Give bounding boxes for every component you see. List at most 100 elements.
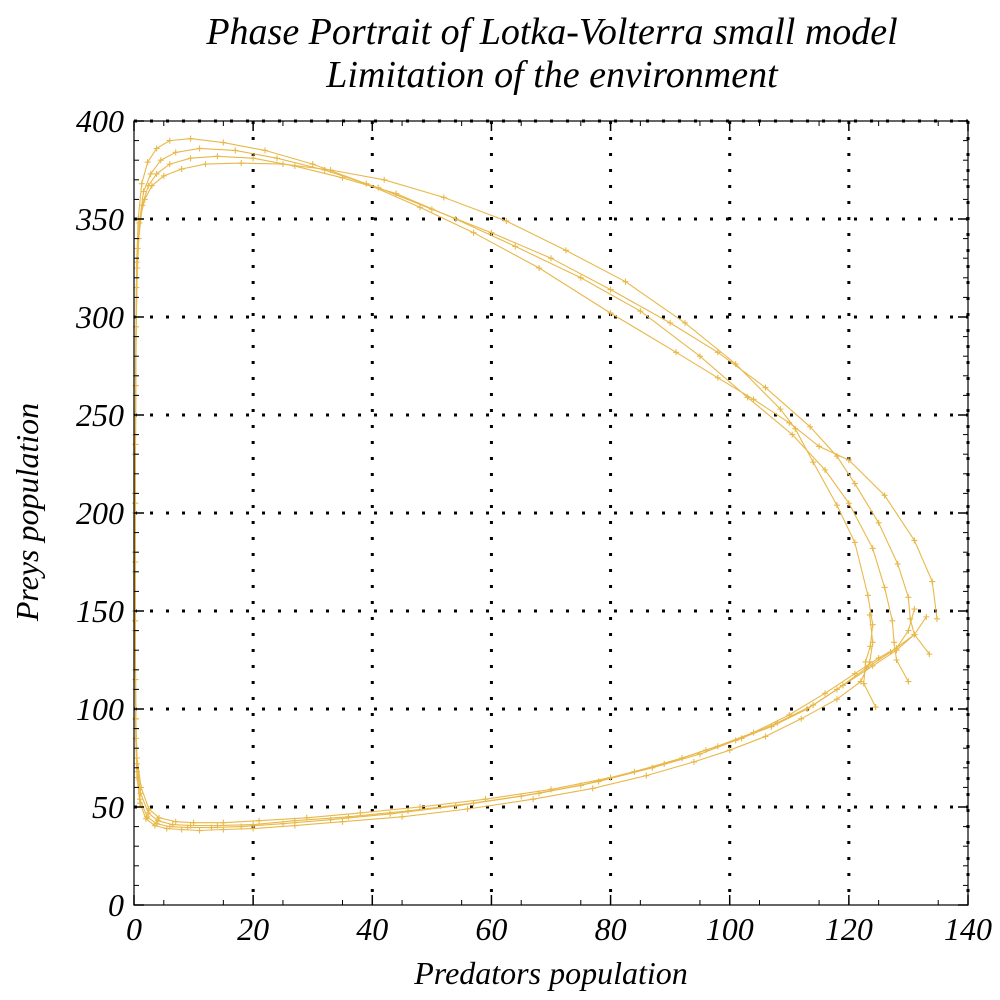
data-point-marker: [673, 349, 680, 356]
data-point-marker: [866, 611, 873, 618]
data-point-marker: [140, 188, 147, 195]
data-point-marker: [905, 678, 912, 685]
data-point-marker: [923, 613, 930, 620]
data-point-marker: [363, 180, 370, 187]
data-point-marker: [145, 805, 152, 812]
data-point-marker: [643, 772, 650, 779]
data-point-marker: [822, 466, 829, 473]
data-point-marker: [303, 814, 310, 821]
data-point-marker: [762, 384, 769, 391]
series-trajectory-4: [132, 135, 941, 826]
data-point-marker: [156, 814, 163, 821]
x-tick-label: 80: [595, 911, 627, 947]
data-point-marker: [864, 592, 871, 599]
data-point-marker: [607, 774, 614, 781]
data-point-marker: [911, 537, 918, 544]
y-tick-label: 50: [92, 789, 124, 825]
data-point-marker: [172, 149, 179, 156]
y-tick-label: 250: [76, 397, 124, 433]
data-point-marker: [872, 704, 879, 711]
data-point-marker: [339, 818, 346, 825]
data-point-marker: [178, 166, 185, 173]
data-point-marker: [214, 822, 221, 829]
data-point-marker: [907, 615, 914, 622]
data-point-marker: [157, 157, 164, 164]
data-point-marker: [637, 308, 644, 315]
data-point-marker: [202, 161, 209, 168]
data-point-marker: [774, 719, 781, 726]
data-point-marker: [714, 349, 721, 356]
data-point-marker: [869, 621, 876, 628]
data-point-marker: [851, 539, 858, 546]
data-point-marker: [160, 172, 167, 179]
data-point-marker: [667, 319, 674, 326]
series-layer: [132, 135, 941, 834]
data-point-marker: [196, 827, 203, 834]
data-point-marker: [816, 443, 823, 450]
data-point-marker: [196, 145, 203, 152]
data-point-marker: [464, 805, 471, 812]
data-point-marker: [256, 817, 263, 824]
data-point-marker: [416, 204, 423, 211]
data-point-marker: [690, 758, 697, 765]
data-point-marker: [147, 170, 154, 177]
data-point-marker: [220, 819, 227, 826]
y-tick-label: 300: [75, 299, 124, 335]
data-point-marker: [530, 796, 537, 803]
data-point-marker: [220, 139, 227, 146]
data-point-marker: [166, 137, 173, 144]
x-tick-label: 100: [706, 911, 754, 947]
data-point-marker: [889, 617, 896, 624]
data-point-marker: [134, 265, 141, 271]
data-point-marker: [905, 627, 912, 634]
data-point-marker: [869, 662, 876, 669]
x-tick-label: 0: [126, 911, 142, 947]
data-point-marker: [238, 160, 245, 167]
data-point-marker: [833, 502, 840, 509]
data-point-marker: [661, 760, 668, 767]
x-tick-label: 60: [475, 911, 507, 947]
data-point-marker: [399, 813, 406, 820]
data-point-marker: [153, 145, 160, 152]
data-point-marker: [536, 265, 543, 271]
x-tick-label: 120: [825, 911, 873, 947]
series-trajectory-2: [132, 153, 918, 831]
data-point-marker: [482, 796, 489, 803]
data-point-marker: [881, 492, 888, 499]
data-point-marker: [428, 206, 435, 213]
data-point-marker: [810, 459, 817, 466]
data-point-marker: [875, 519, 882, 526]
y-tick-label: 200: [76, 495, 124, 531]
data-point-marker: [845, 500, 852, 507]
data-point-marker: [851, 670, 858, 677]
data-point-marker: [172, 818, 179, 825]
data-point-marker: [682, 319, 689, 326]
data-point-marker: [154, 817, 161, 824]
series-line: [134, 138, 938, 824]
data-point-marker: [833, 696, 840, 703]
data-point-marker: [789, 431, 796, 438]
data-point-marker: [190, 819, 197, 826]
data-point-marker: [869, 639, 876, 646]
data-point-marker: [726, 747, 733, 754]
data-point-marker: [911, 606, 918, 613]
data-point-marker: [934, 615, 941, 622]
data-point-marker: [273, 155, 280, 162]
data-point-marker: [696, 353, 703, 360]
data-point-marker: [750, 396, 757, 403]
data-point-marker: [512, 243, 519, 250]
data-point-marker: [387, 810, 394, 817]
data-point-marker: [145, 809, 152, 816]
data-point-marker: [250, 155, 257, 162]
tick-labels: 0 20 40 60 80 100 120 140 0 50 100 150 200 250 300 350 4…: [75, 103, 992, 947]
data-point-marker: [911, 631, 918, 638]
data-point-marker: [169, 821, 176, 828]
data-point-marker: [345, 813, 352, 820]
data-point-marker: [357, 809, 364, 816]
data-point-marker: [798, 715, 805, 722]
data-point-marker: [548, 786, 554, 793]
data-point-marker: [232, 147, 239, 154]
data-point-marker: [440, 194, 447, 201]
data-point-marker: [214, 153, 221, 160]
